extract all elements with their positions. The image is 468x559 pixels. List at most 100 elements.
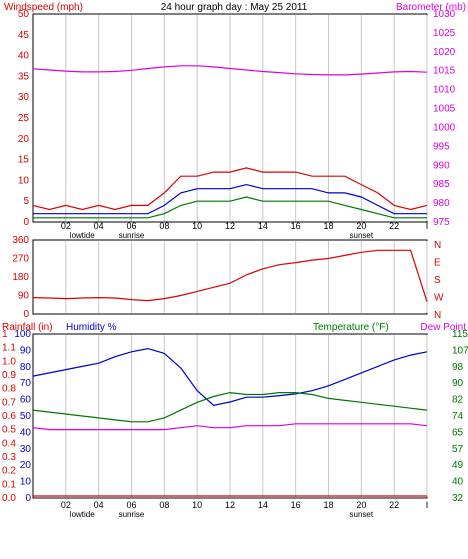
windspeed-tick: 5 xyxy=(23,196,29,207)
windspeed-tick: 15 xyxy=(18,155,30,166)
x-annotation-sunset: sunset xyxy=(350,510,374,519)
windspeed-tick: 40 xyxy=(18,51,30,62)
x-tick-label: 22 xyxy=(389,221,399,231)
barometer-tick: 1015 xyxy=(433,66,456,77)
humidity-tick: 80 xyxy=(20,362,32,373)
humidity-tick: 70 xyxy=(20,378,32,389)
compass-tick: N xyxy=(434,240,441,251)
panel1-series-3 xyxy=(33,196,427,219)
panel1-series-1 xyxy=(32,167,428,211)
temperature-tick: 57 xyxy=(452,444,464,455)
x-tick-label: 06 xyxy=(126,221,136,231)
temperature-tick: 98 xyxy=(452,362,464,373)
x-tick-label: 06 xyxy=(126,500,136,510)
windspeed-tick: 45 xyxy=(18,30,30,41)
rainfall-tick: 0.4 xyxy=(2,438,16,449)
panel3-series-2 xyxy=(32,423,428,431)
x-tick-label: 02 xyxy=(61,500,71,510)
x-tick-label: 12 xyxy=(225,221,235,231)
rainfall-tick: 1 xyxy=(2,329,8,340)
compass-tick: W xyxy=(434,293,444,304)
temperature-tick: 90 xyxy=(452,378,464,389)
windspeed-tick: 30 xyxy=(18,92,30,103)
humidity-axis-label: Humidity % xyxy=(66,322,117,333)
windspeed-tick: 10 xyxy=(18,175,30,186)
panel3-series-0 xyxy=(32,347,428,406)
temperature-tick: 115 xyxy=(452,329,468,340)
humidity-temperature-panel: Rainfall (in) Humidity % Temperature (°F… xyxy=(2,322,468,519)
x-tick-label: 02 xyxy=(61,221,71,231)
x-tick-label: 18 xyxy=(323,500,333,510)
x-tick-label: I xyxy=(426,221,429,231)
direction-degree-tick: 180 xyxy=(12,272,29,283)
humidity-tick: 100 xyxy=(14,329,31,340)
rainfall-tick: 0.1 xyxy=(2,479,16,490)
x-annotation-lowtide: lowtide xyxy=(70,231,95,240)
panel1-series-0 xyxy=(32,65,428,76)
temperature-axis-label: Temperature (°F) xyxy=(313,322,389,333)
rainfall-tick: 0.9 xyxy=(2,370,16,381)
barometer-tick: 1030 xyxy=(433,9,456,20)
temperature-tick: 107 xyxy=(452,345,468,356)
x-tick-label: 08 xyxy=(159,221,169,231)
x-tick-label: 14 xyxy=(258,221,268,231)
dewpoint-axis-label: Dew Point xyxy=(420,322,466,333)
panel3-series-1 xyxy=(32,391,428,423)
direction-degree-tick: 270 xyxy=(12,254,29,265)
barometer-tick: 1005 xyxy=(433,104,456,115)
barometer-tick: 990 xyxy=(433,160,450,171)
rainfall-tick: 0.8 xyxy=(2,384,16,395)
humidity-tick: 50 xyxy=(20,411,32,422)
barometer-tick: 985 xyxy=(433,179,450,190)
humidity-tick: 20 xyxy=(20,460,32,471)
x-annotation-sunrise: sunrise xyxy=(119,231,145,240)
humidity-tick: 30 xyxy=(20,444,32,455)
temperature-tick: 49 xyxy=(452,460,464,471)
rainfall-axis-label: Rainfall (in) xyxy=(2,322,53,333)
x-tick-label: 10 xyxy=(192,221,202,231)
barometer-axis-label: Barometer (mb) xyxy=(396,2,466,13)
x-tick-label: 16 xyxy=(291,500,301,510)
x-annotation-sunrise: sunrise xyxy=(119,510,145,519)
rainfall-tick: 0.7 xyxy=(2,397,16,408)
x-annotation-lowtide: lowtide xyxy=(70,510,95,519)
temperature-tick: 82 xyxy=(452,395,464,406)
barometer-tick: 980 xyxy=(433,198,450,209)
panel1-title: 24 hour graph day : May 25 2011 xyxy=(161,2,308,13)
wind-direction-series xyxy=(32,249,428,302)
temperature-tick: 65 xyxy=(452,427,464,438)
windspeed-axis-label: Windspeed (mph) xyxy=(4,2,83,13)
barometer-tick: 1000 xyxy=(433,122,456,133)
humidity-tick: 0 xyxy=(25,493,31,504)
x-tick-label: 20 xyxy=(356,500,366,510)
x-tick-label: 22 xyxy=(389,500,399,510)
rainfall-tick: 1.1 xyxy=(2,343,16,354)
x-tick-label: 04 xyxy=(94,221,104,231)
barometer-tick: 1025 xyxy=(433,28,456,39)
x-tick-label: 12 xyxy=(225,500,235,510)
compass-tick: E xyxy=(434,258,441,269)
x-annotation-sunset: sunset xyxy=(350,231,374,240)
x-tick-label: 20 xyxy=(356,221,366,231)
temperature-tick: 32 xyxy=(452,493,464,504)
rainfall-tick: 0.2 xyxy=(2,466,16,477)
windspeed-tick: 50 xyxy=(18,9,30,20)
x-tick-label: 18 xyxy=(323,221,333,231)
rainfall-tick: 0.3 xyxy=(2,452,16,463)
humidity-tick: 60 xyxy=(20,395,32,406)
x-tick-label: 10 xyxy=(192,500,202,510)
panel1-series-2 xyxy=(33,183,427,215)
rainfall-tick: 0.6 xyxy=(2,411,16,422)
x-tick-label: 16 xyxy=(291,221,301,231)
barometer-tick: 975 xyxy=(433,217,450,228)
windspeed-tick: 0 xyxy=(23,217,29,228)
windspeed-tick: 25 xyxy=(18,113,30,124)
rainfall-tick: 0.0 xyxy=(2,493,16,504)
x-tick-label: 04 xyxy=(94,500,104,510)
wind-barometer-panel: 24 hour graph day : May 25 2011 Windspee… xyxy=(4,2,466,240)
barometer-tick: 995 xyxy=(433,141,450,152)
barometer-tick: 1010 xyxy=(433,85,456,96)
barometer-tick: 1020 xyxy=(433,47,456,58)
